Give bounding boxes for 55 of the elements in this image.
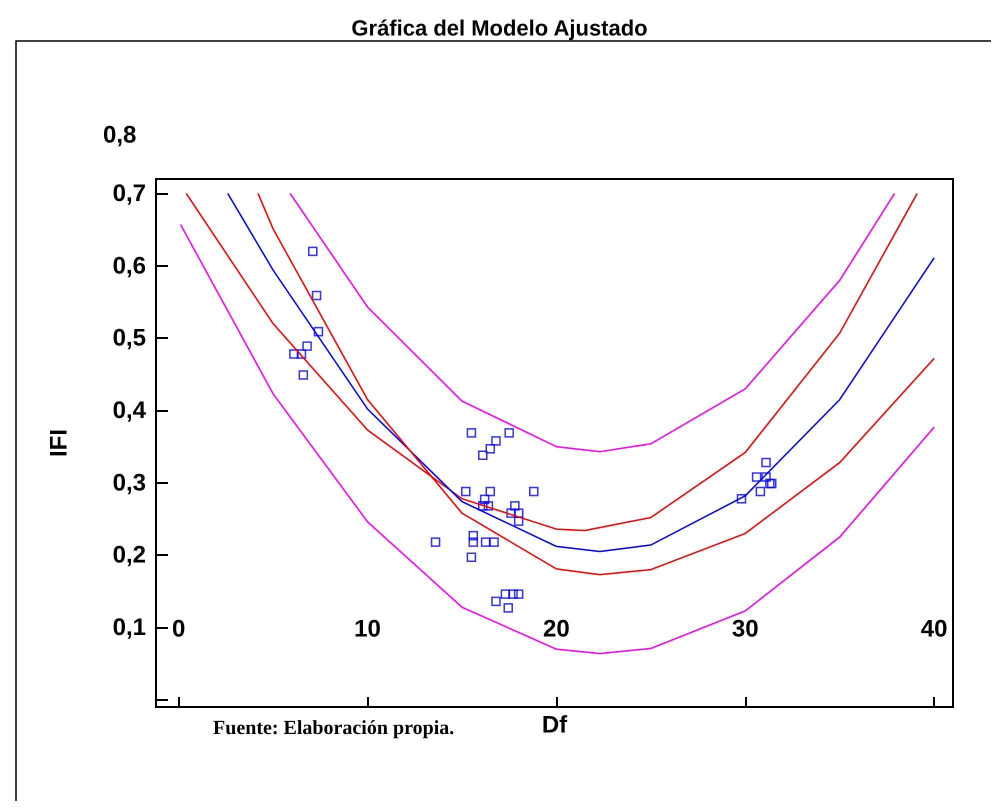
point <box>486 486 496 496</box>
point <box>308 246 318 256</box>
point <box>514 508 524 518</box>
point <box>289 349 299 359</box>
chart-title: Gráfica del Modelo Ajustado <box>351 16 648 40</box>
y-axis-title: IFI <box>46 429 72 457</box>
line-series <box>289 192 896 452</box>
point <box>736 494 746 504</box>
point <box>314 326 324 336</box>
point <box>478 450 488 460</box>
point <box>480 494 490 504</box>
x-tick-label: 10 <box>354 616 381 642</box>
point <box>506 508 516 518</box>
point <box>761 458 771 468</box>
source-note: Fuente: Elaboración propia. <box>213 717 454 739</box>
y-tick-label: 0,4 <box>112 396 147 424</box>
x-axis-title: Df <box>542 711 568 738</box>
point <box>484 501 494 511</box>
point <box>510 501 520 511</box>
point <box>468 537 478 547</box>
x-tick-label: 20 <box>543 616 570 642</box>
point <box>491 436 501 446</box>
point <box>466 552 476 562</box>
point <box>486 444 496 454</box>
text: 0,8 <box>103 122 136 148</box>
point <box>504 428 514 438</box>
point <box>491 596 501 606</box>
point <box>296 349 306 359</box>
y-tick-label: 0,2 <box>112 542 146 569</box>
point <box>298 370 308 380</box>
x-tick-label: 0 <box>172 616 186 642</box>
point <box>466 428 476 438</box>
y-tick-label: 0,6 <box>112 252 146 280</box>
y-tick-label: 0,1 <box>112 614 146 641</box>
point <box>508 589 518 599</box>
point <box>312 290 322 300</box>
point <box>468 530 478 540</box>
y-tick-label: 0,7 <box>112 180 146 207</box>
point <box>430 537 440 547</box>
point <box>756 486 766 496</box>
point <box>489 537 499 547</box>
point <box>480 537 490 547</box>
point <box>752 472 762 482</box>
y-tick-label: 0,5 <box>112 324 146 352</box>
x-tick-label: 30 <box>732 616 759 642</box>
point <box>761 472 771 482</box>
point <box>302 341 312 351</box>
point <box>478 501 488 511</box>
point <box>500 589 510 599</box>
x-tick-label: 40 <box>920 616 948 642</box>
point <box>514 589 524 599</box>
y-tick-label: 0,3 <box>112 469 146 496</box>
point <box>460 486 470 496</box>
point <box>503 603 513 613</box>
point <box>528 486 538 496</box>
